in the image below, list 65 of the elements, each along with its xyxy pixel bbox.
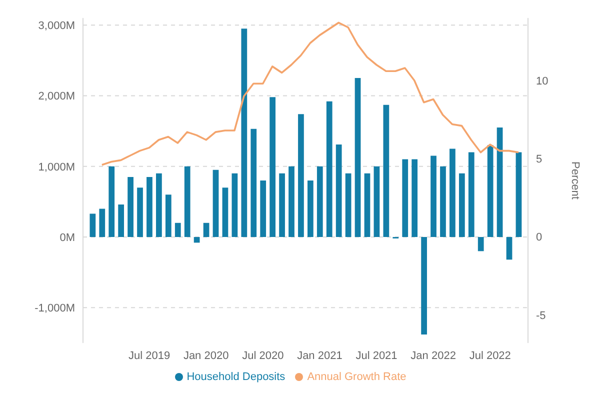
y-tick-label: 0M [60, 232, 75, 244]
bar [421, 237, 427, 335]
bar [260, 180, 266, 238]
bar [506, 237, 512, 260]
bar [194, 237, 200, 243]
bar [383, 104, 390, 238]
bar [250, 128, 257, 238]
bar [496, 128, 503, 238]
y2-axis-title: Percent [569, 162, 582, 200]
bar [402, 159, 408, 238]
bar [232, 173, 238, 238]
bar [326, 101, 332, 238]
x-tick-label: Jan 2021 [297, 350, 342, 362]
bar [440, 166, 446, 238]
bar [450, 148, 456, 238]
bar [203, 222, 210, 238]
bar [270, 97, 276, 238]
y2-tick-label: 0 [536, 232, 542, 244]
line-series [101, 22, 520, 166]
x-tick-label: Jul 2021 [356, 350, 398, 362]
bar [146, 176, 152, 238]
bar [118, 204, 124, 238]
bar [516, 152, 522, 238]
x-tick-label: Jan 2022 [410, 350, 456, 362]
bar [184, 166, 190, 238]
bar [478, 237, 484, 252]
y2-tick-label: 5 [536, 154, 542, 166]
x-tick-label: Jul 2020 [242, 350, 284, 362]
bar [354, 78, 361, 238]
bar [468, 152, 474, 238]
bar [374, 166, 380, 238]
x-tick-label: Jul 2022 [469, 350, 511, 362]
bar [108, 166, 115, 238]
bar [279, 173, 285, 238]
y-tick-label: -1,000M [34, 302, 75, 315]
bar [298, 114, 304, 238]
bar [99, 208, 106, 238]
bar [156, 173, 162, 238]
bar [137, 188, 143, 238]
bar [308, 180, 314, 238]
bar [128, 176, 134, 238]
bar [90, 214, 96, 238]
y-tick-label: 2,000M [38, 90, 75, 103]
y-tick-label: 1,000M [38, 161, 75, 174]
bar [316, 166, 323, 238]
bar [345, 173, 352, 238]
bar [212, 170, 219, 238]
y2-tick-label: -5 [536, 310, 546, 322]
x-tick-label: Jan 2020 [183, 350, 229, 362]
bar [430, 156, 436, 238]
legend-label: Annual Growth Rate [307, 371, 406, 383]
legend-label: Household Deposits [186, 371, 286, 383]
bar [174, 222, 181, 238]
bar [222, 188, 228, 238]
bar [487, 145, 494, 238]
bar [241, 28, 248, 238]
x-tick-label: Jul 2019 [128, 350, 170, 362]
bar [458, 173, 465, 238]
bar [336, 144, 342, 238]
bar [364, 173, 370, 238]
bar [288, 166, 294, 238]
y2-tick-label: 10 [536, 75, 548, 88]
y-tick-label: 3,000M [38, 20, 75, 32]
bar [165, 194, 172, 238]
bar [412, 159, 418, 238]
